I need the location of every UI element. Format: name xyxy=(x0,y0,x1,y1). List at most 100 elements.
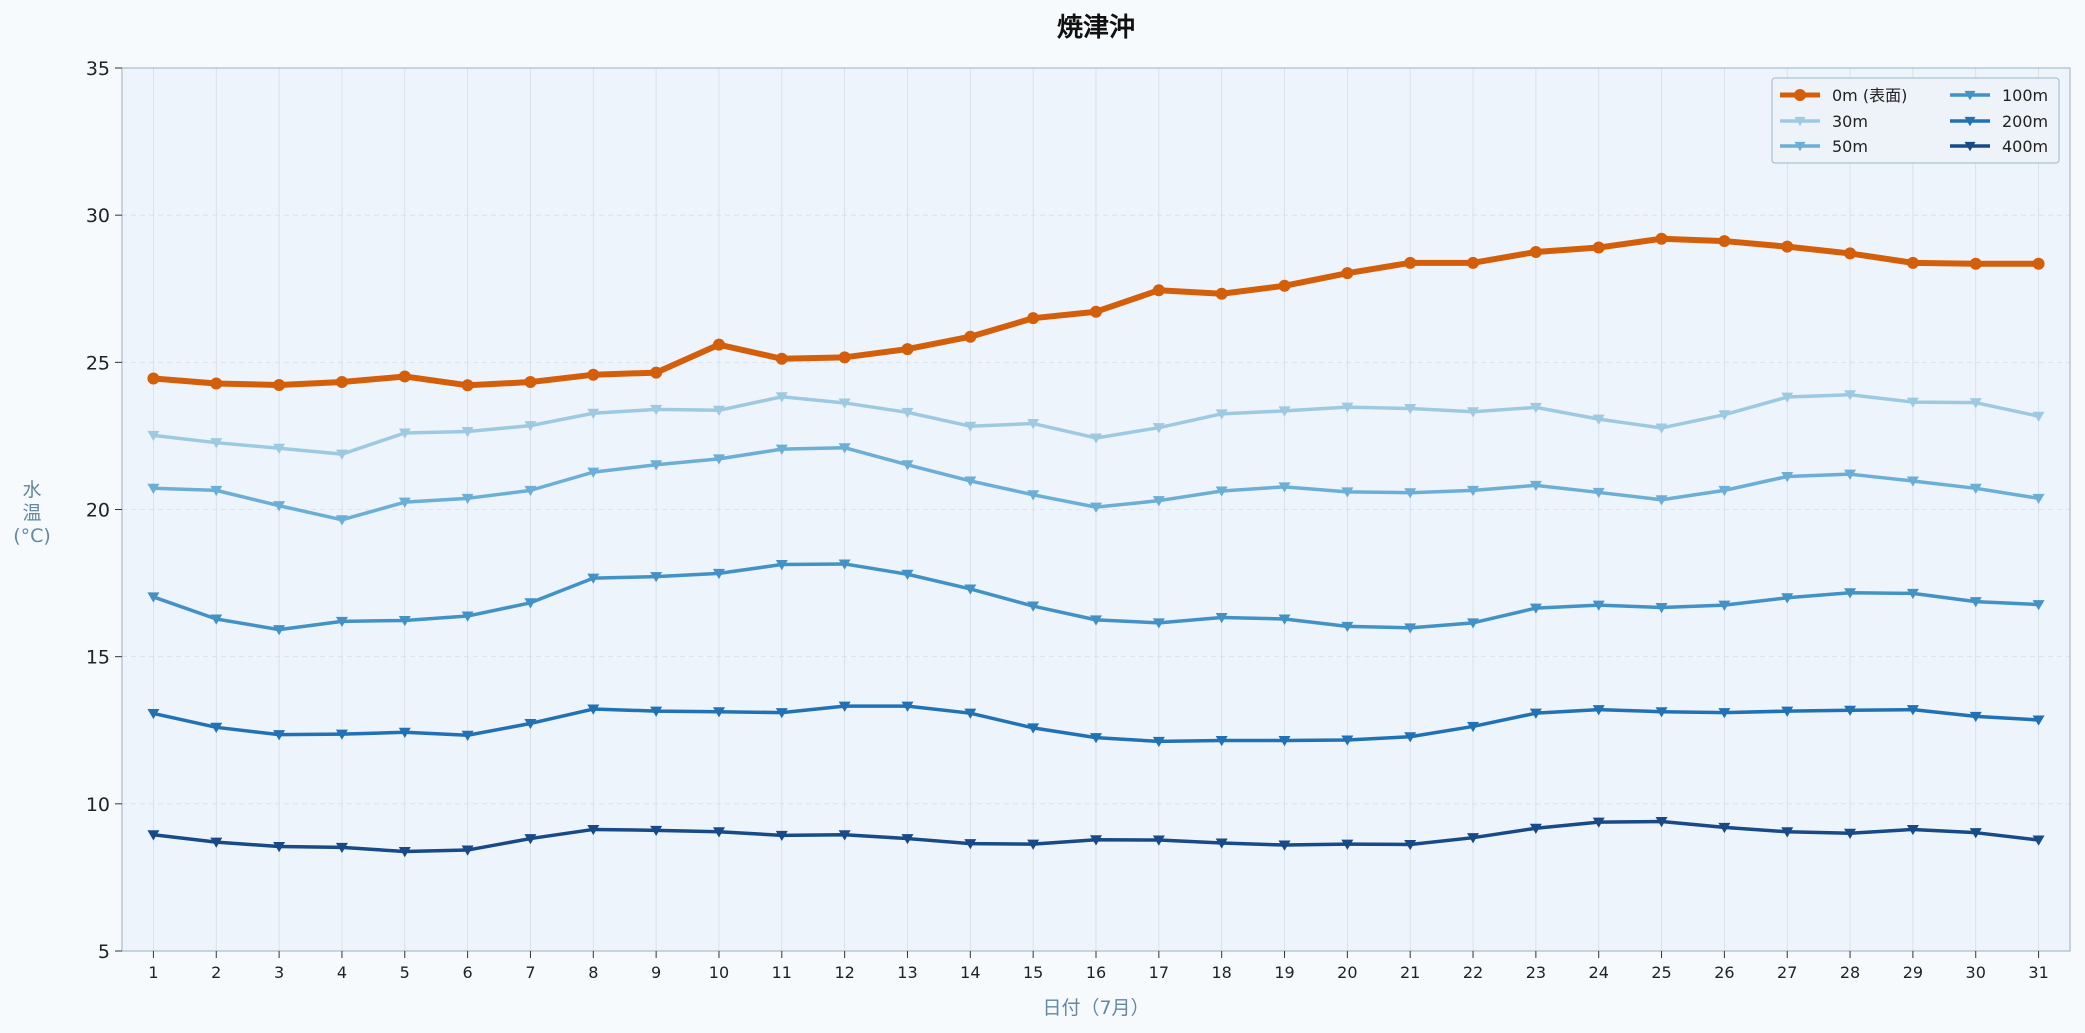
data-point xyxy=(2032,600,2045,611)
data-point xyxy=(1278,482,1291,493)
data-point xyxy=(1404,256,1417,269)
x-tick-label: 18 xyxy=(1211,963,1231,982)
data-point xyxy=(2032,715,2045,726)
data-point xyxy=(1718,235,1731,248)
data-point xyxy=(461,730,474,741)
data-point xyxy=(901,407,914,419)
data-point xyxy=(1969,398,1982,409)
data-point xyxy=(1655,495,1668,506)
y-axis: 5 10 15 20 25 30 35 xyxy=(86,58,122,963)
x-tick-label: 11 xyxy=(772,963,792,982)
data-point xyxy=(1592,817,1605,828)
data-point xyxy=(712,568,725,580)
data-point xyxy=(1027,490,1040,501)
data-point xyxy=(775,708,788,719)
data-point xyxy=(964,584,977,595)
data-point xyxy=(1027,839,1040,850)
data-point xyxy=(1844,588,1857,599)
data-point xyxy=(1906,256,1919,269)
legend-marker xyxy=(1794,89,1806,101)
data-point xyxy=(1844,705,1857,716)
data-point xyxy=(650,572,663,583)
legend-label: 30m xyxy=(1832,112,1868,131)
data-point xyxy=(587,467,600,478)
data-point xyxy=(1090,502,1102,513)
data-point xyxy=(1404,488,1417,499)
legend-marker xyxy=(1964,116,1976,127)
data-point xyxy=(587,573,600,584)
data-point xyxy=(524,485,537,497)
data-point xyxy=(1906,705,1919,716)
data-point xyxy=(1655,707,1668,718)
y-tick-label: 20 xyxy=(86,500,110,522)
data-point xyxy=(1152,423,1165,434)
data-point xyxy=(1718,485,1731,497)
data-point xyxy=(1969,257,1982,270)
series-1 xyxy=(147,390,2045,460)
data-point xyxy=(1341,621,1354,633)
data-point xyxy=(1090,433,1102,444)
series-0 xyxy=(147,232,2045,392)
data-point xyxy=(524,421,537,432)
data-point xyxy=(210,485,223,497)
legend-item: 400m xyxy=(1950,137,2048,156)
legend-item: 100m xyxy=(1950,86,2048,105)
data-point xyxy=(838,701,851,712)
data-point xyxy=(1152,496,1165,507)
data-point xyxy=(1278,406,1291,417)
data-point xyxy=(901,460,914,471)
data-point xyxy=(1969,711,1982,723)
data-point xyxy=(901,343,914,356)
data-point xyxy=(1341,839,1354,850)
data-point xyxy=(1906,397,1919,408)
legend-marker xyxy=(1964,141,1976,152)
x-tick-label: 26 xyxy=(1714,963,1734,982)
data-point xyxy=(1467,407,1480,418)
legend-label: 100m xyxy=(2002,86,2048,105)
data-point xyxy=(147,372,160,385)
data-point xyxy=(1781,827,1794,838)
data-point xyxy=(1844,469,1857,480)
data-point xyxy=(524,598,537,609)
y-tick-label: 30 xyxy=(86,205,110,227)
data-point xyxy=(1215,736,1228,747)
data-point xyxy=(210,722,223,734)
data-point xyxy=(147,592,160,603)
data-point xyxy=(964,421,977,432)
data-point xyxy=(1781,392,1794,403)
y-axis-label: 水温(°C) xyxy=(13,479,51,547)
data-point xyxy=(964,476,977,487)
data-point xyxy=(1404,732,1417,743)
data-point xyxy=(1906,588,1919,600)
x-tick-label: 12 xyxy=(834,963,854,982)
data-point xyxy=(1215,613,1228,624)
data-point xyxy=(2032,411,2045,422)
data-point xyxy=(335,842,348,854)
data-point xyxy=(273,625,286,636)
x-tick-label: 15 xyxy=(1023,963,1043,982)
data-point xyxy=(775,352,788,365)
data-point xyxy=(273,842,286,853)
data-point xyxy=(650,825,663,837)
data-point xyxy=(524,376,537,389)
data-point xyxy=(1090,733,1102,744)
legend: 0m (表面) 30m 50m 100m 200m 400m xyxy=(1771,77,2060,164)
data-point xyxy=(2032,257,2045,270)
data-point xyxy=(147,708,160,720)
x-axis-label: 日付（7月） xyxy=(1042,997,1149,1019)
data-point xyxy=(1341,267,1354,280)
data-point xyxy=(2032,835,2045,846)
x-tick-label: 7 xyxy=(525,963,535,982)
data-point xyxy=(1718,600,1731,611)
data-point xyxy=(273,730,286,741)
x-tick-label: 30 xyxy=(1966,963,1986,982)
legend-item: 0m (表面) xyxy=(1780,86,1907,105)
data-point xyxy=(838,398,851,409)
legend-item: 30m xyxy=(1780,112,1868,131)
data-point xyxy=(1529,603,1542,614)
legend-item: 200m xyxy=(1950,112,2048,131)
chart-title: 焼津沖 xyxy=(1057,13,1135,43)
data-point xyxy=(775,830,788,842)
data-point xyxy=(335,729,348,740)
